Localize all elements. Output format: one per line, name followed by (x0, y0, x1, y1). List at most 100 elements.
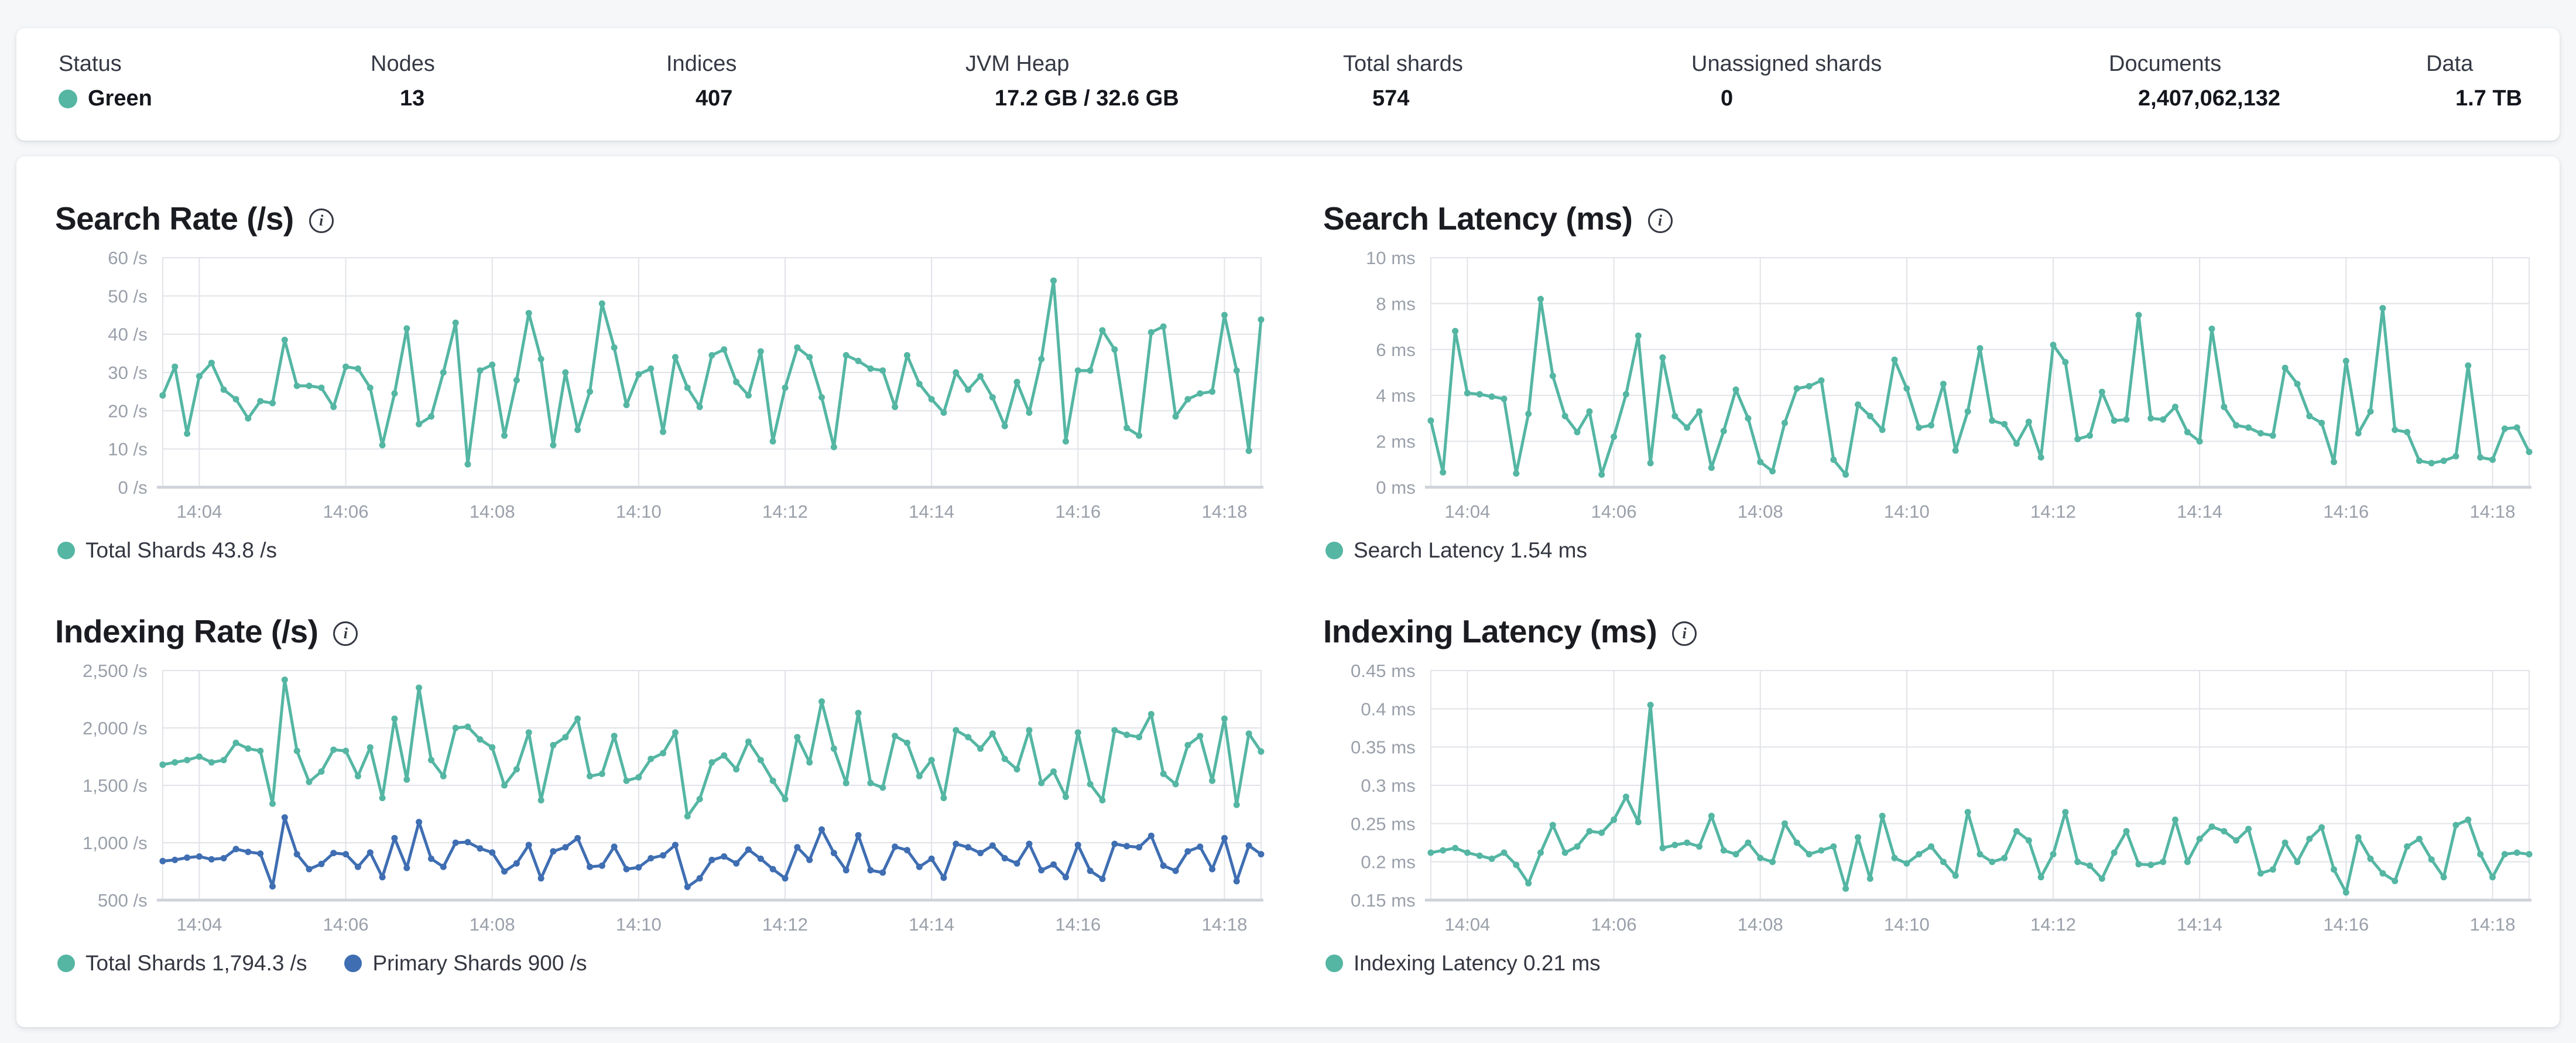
stat-value: 2,407,062,132 (2109, 86, 2426, 111)
series-point (1172, 413, 1179, 420)
series-point (281, 814, 288, 821)
search-rate-plot[interactable]: 60 /s 50 /s 40 /s 30 /s 20 /s 10 /s 0 /s 14:04 1… (54, 248, 1266, 525)
series-point (1427, 849, 1434, 856)
series-point (855, 709, 862, 716)
series-point (1197, 389, 1204, 396)
stat-value: 13 (371, 86, 666, 111)
info-icon[interactable] (309, 208, 334, 234)
series-point (806, 353, 813, 360)
stat-item-total-shards: Total shards 574 (1343, 52, 1691, 111)
series-point (2098, 388, 2105, 395)
series-point (672, 353, 679, 360)
series-point (2062, 358, 2069, 365)
info-icon[interactable] (333, 621, 358, 647)
x-tick-label: 14:10 (1884, 501, 1930, 522)
indexing-rate-plot[interactable]: 2,500 /s 2,000 /s 1,500 /s 1,000 /s 500 /s 14… (54, 661, 1266, 938)
series-point (1452, 844, 1459, 852)
series-point (1903, 385, 1910, 392)
y-tick-label: 8 ms (1376, 293, 1415, 314)
series-point (745, 846, 752, 853)
series-line-total-shards (161, 678, 1263, 818)
legend-item[interactable]: Search Latency 1.54 ms (1325, 538, 1587, 563)
series-point (2452, 453, 2459, 460)
series-point (2111, 417, 2118, 424)
legend-item[interactable]: Total Shards 1,794.3 /s (57, 951, 307, 976)
series-point (708, 856, 715, 863)
series-point (1940, 380, 1947, 387)
series-point (464, 460, 471, 467)
series-point (306, 866, 313, 873)
series-point (1537, 849, 1544, 856)
legend-item[interactable]: Indexing Latency 0.21 ms (1325, 951, 1601, 976)
series-point (2013, 827, 2020, 835)
series-point (293, 747, 300, 754)
series-point (867, 867, 874, 874)
series-point (1513, 470, 1520, 477)
info-icon[interactable] (1672, 621, 1697, 647)
series-point (903, 739, 910, 746)
y-tick-label: 1,000 /s (83, 833, 148, 853)
series-point (403, 776, 410, 783)
x-tick-label: 14:16 (2323, 501, 2369, 522)
series-point (1026, 409, 1033, 416)
series-point (1172, 781, 1179, 788)
series-point (1769, 858, 1776, 865)
series-point (1659, 844, 1666, 852)
series-point (2404, 428, 2411, 435)
series-point (2160, 858, 2167, 865)
series-point (1928, 843, 1935, 850)
series-point (2001, 420, 2008, 428)
x-tick-label: 14:06 (323, 501, 369, 522)
y-tick-label: 20 /s (108, 401, 148, 421)
legend-item[interactable]: Total Shards 43.8 /s (57, 538, 277, 563)
series-point (648, 854, 655, 861)
stat-value: 1.7 TB (2426, 86, 2522, 111)
series-point (2379, 305, 2386, 312)
series-point (1781, 820, 1788, 827)
series-point (989, 394, 996, 401)
info-icon[interactable] (1647, 208, 1673, 234)
legend-label: Primary Shards 900 /s (372, 950, 587, 975)
series-point (635, 371, 642, 378)
series-point (2050, 341, 2057, 348)
series-point (354, 772, 361, 779)
cluster-status-bar: Status Green Nodes 13 Indices 407 JVM He… (16, 28, 2560, 141)
stat-value-text: 17.2 GB / 32.6 GB (995, 86, 1179, 111)
series-point (427, 413, 435, 420)
stat-item-jvm-heap: JVM Heap 17.2 GB / 32.6 GB (965, 52, 1343, 111)
series-point (1074, 367, 1081, 374)
series-point (2416, 835, 2423, 842)
series-point (1916, 424, 1923, 431)
series-point (1026, 840, 1033, 847)
series-point (1221, 835, 1228, 842)
indexing-latency-plot[interactable]: 0.45 ms 0.4 ms 0.35 ms 0.3 ms 0.25 ms 0.2 ms 0… (1322, 661, 2534, 938)
series-point (318, 384, 325, 391)
series-point (684, 384, 691, 391)
series-point (1099, 875, 1106, 882)
series-point (1611, 433, 1618, 440)
y-tick-label: 2 ms (1376, 431, 1415, 452)
series-point (1574, 843, 1581, 850)
search-latency-plot[interactable]: 10 ms 8 ms 6 ms 4 ms 2 ms 0 ms 14:04 14:06 14:08… (1322, 248, 2534, 525)
y-tick-label: 0.35 ms (1351, 737, 1416, 757)
series-point (1842, 885, 1849, 892)
legend-item[interactable]: Primary Shards 900 /s (344, 950, 587, 976)
series-point (452, 319, 459, 326)
x-tick-label: 14:10 (616, 501, 662, 522)
series-point (928, 757, 935, 764)
series-point (220, 757, 227, 764)
series-point (757, 348, 764, 355)
series-point (1233, 877, 1240, 884)
series-point (1964, 808, 1971, 815)
series-point (306, 778, 313, 785)
series-point (1952, 447, 1959, 454)
series-point (513, 860, 520, 867)
series-point (953, 369, 960, 375)
series-point (733, 765, 740, 772)
series-line-search-latency (1429, 297, 2531, 476)
series-point (1891, 854, 1898, 861)
stat-value-text: 13 (400, 86, 425, 111)
chart-legend: Search Latency 1.54 ms (1325, 538, 2534, 563)
series-point (2221, 827, 2228, 835)
series-point (892, 732, 899, 739)
